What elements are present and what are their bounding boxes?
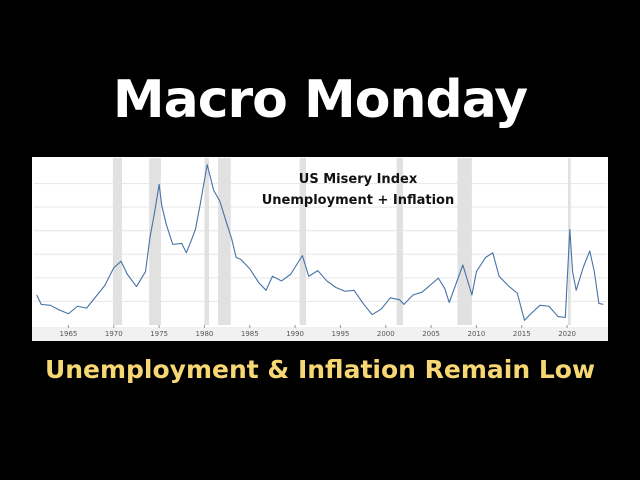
chart-subtitle: Unemployment + Inflation (262, 193, 454, 208)
x-tick-label: 2010 (468, 330, 486, 338)
x-tick-label: 2000 (377, 330, 395, 338)
x-tick-label: 1970 (105, 330, 123, 338)
x-tick-label: 2005 (422, 330, 440, 338)
chart-panel (32, 157, 608, 341)
recession-band (396, 158, 404, 325)
x-tick-label: 1985 (241, 330, 259, 338)
x-tick-label: 1965 (60, 330, 78, 338)
recession-band (204, 158, 209, 325)
recession-band (457, 158, 472, 325)
x-tick-label: 1995 (332, 330, 350, 338)
recession-band (299, 158, 306, 325)
recession-band (149, 158, 161, 325)
x-tick-label: 2015 (513, 330, 531, 338)
x-tick-label: 2020 (558, 330, 576, 338)
x-tick-label: 1980 (196, 330, 214, 338)
x-tick-label: 1990 (286, 330, 304, 338)
recession-band (218, 158, 231, 325)
recession-band (112, 158, 122, 325)
data-line (36, 164, 604, 321)
x-tick-label: 1975 (150, 330, 168, 338)
chart-title: US Misery Index (299, 172, 418, 187)
caption: Unemployment & Inflation Remain Low (44, 355, 596, 384)
x-axis-strip (32, 327, 608, 341)
headline: Macro Monday (112, 70, 528, 130)
